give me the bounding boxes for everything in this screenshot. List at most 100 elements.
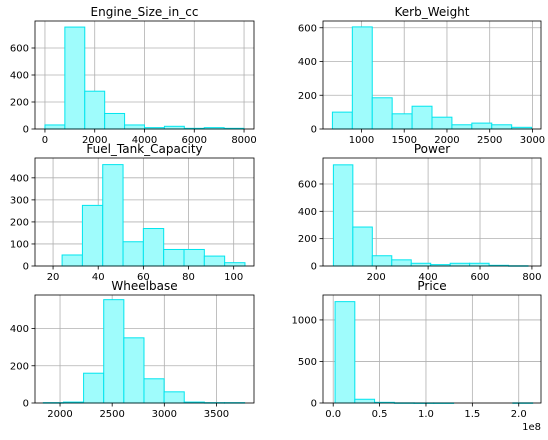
x-tick-label: 6000	[182, 135, 207, 146]
x-tick-label: 3500	[204, 409, 229, 420]
histogram-bar	[44, 124, 66, 130]
x-tick-label: 40	[92, 272, 105, 283]
panel-title: Fuel_Tank_Capacity	[86, 142, 202, 156]
histogram-bar	[124, 124, 146, 130]
histogram-bar	[84, 90, 106, 130]
histogram-bar	[371, 97, 393, 130]
histogram-bar	[410, 262, 432, 267]
histogram-bar	[491, 124, 513, 130]
histogram-bar	[471, 122, 493, 130]
panel-title: Kerb_Weight	[394, 5, 469, 19]
x-offset-label: 1e8	[522, 422, 541, 433]
histogram-bar	[203, 255, 226, 267]
y-tick-label: 0	[311, 125, 317, 136]
y-tick-label: 400	[298, 57, 317, 68]
histogram-bar	[224, 262, 246, 267]
axes-frame	[322, 294, 542, 404]
x-tick-label: 1000	[349, 135, 374, 146]
histogram-bar	[183, 248, 205, 267]
histogram-bar	[449, 262, 471, 267]
y-tick-label: 0	[311, 399, 317, 410]
histogram-panel: 200 400 600 800 0 200 400 600 Power	[298, 142, 542, 283]
histogram-bar	[61, 254, 83, 267]
x-tick-label: 1500	[391, 135, 416, 146]
histogram-bar	[351, 26, 373, 130]
y-tick-label: 0	[23, 399, 29, 410]
x-tick-label: 2000	[434, 135, 459, 146]
x-tick-label: 800	[522, 272, 541, 283]
histogram-panel: 20 40 60 80 100 0 100 200 300 400 Fuel_Tank_Capaci…	[10, 142, 255, 283]
histogram-bar	[163, 391, 185, 404]
histogram-bar	[122, 241, 144, 267]
histogram-bar	[103, 299, 125, 404]
histogram-bar	[142, 228, 165, 267]
axes-frame	[34, 294, 255, 404]
x-tick-label: 8000	[231, 135, 256, 146]
histogram-bar	[81, 204, 104, 267]
histogram-bar	[64, 26, 86, 130]
x-tick-label: 4000	[132, 135, 157, 146]
y-tick-label: 0	[23, 125, 29, 136]
histogram-bar	[334, 301, 356, 404]
histogram-bar	[451, 124, 473, 130]
histogram-bar	[431, 116, 453, 130]
y-tick-label: 400	[298, 207, 317, 218]
histogram-bar	[411, 105, 433, 130]
y-tick-label: 400	[10, 173, 29, 184]
x-tick-label: 2500	[99, 409, 124, 420]
y-tick-label: 200	[298, 234, 317, 245]
panel-title: Engine_Size_in_cc	[91, 5, 199, 19]
x-tick-label: 600	[470, 272, 489, 283]
y-tick-label: 200	[10, 361, 29, 372]
x-tick-label: 2000	[47, 409, 72, 420]
axes-frame	[34, 157, 255, 267]
y-tick-label: 600	[298, 23, 317, 34]
histogram-bar	[354, 398, 376, 404]
histogram-bar	[352, 226, 373, 267]
x-tick-label: 200	[367, 272, 386, 283]
histogram-bar	[371, 255, 393, 267]
panel-title: Wheelbase	[111, 279, 177, 293]
histogram-bar	[331, 111, 353, 130]
y-tick-label: 400	[10, 71, 29, 82]
x-tick-label: 2500	[477, 135, 502, 146]
x-tick-label: 60	[137, 272, 150, 283]
y-tick-label: 200	[298, 91, 317, 102]
y-tick-label: 600	[298, 179, 317, 190]
histogram-bar	[123, 337, 145, 404]
y-tick-label: 100	[10, 239, 29, 250]
y-tick-label: 0	[23, 262, 29, 273]
x-tick-label: 100	[224, 272, 243, 283]
histogram-bar	[104, 112, 126, 130]
x-tick-label: 0.0	[325, 409, 341, 420]
x-tick-label: 0	[42, 135, 48, 146]
axes-frame	[322, 157, 542, 267]
y-tick-label: 1000	[292, 315, 317, 326]
y-tick-label: 0	[311, 262, 317, 273]
axes-frame	[322, 20, 542, 130]
histogram-panel: 0 2000 4000 6000 8000 0 200 400 600 Engine_Size_i…	[10, 5, 257, 146]
histogram-bar	[163, 125, 185, 130]
y-tick-label: 600	[10, 44, 29, 55]
y-tick-label: 200	[10, 98, 29, 109]
y-tick-label: 400	[10, 324, 29, 335]
x-tick-label: 2.0	[511, 409, 527, 420]
panel-title: Power	[414, 142, 450, 156]
histogram-bar	[163, 248, 185, 267]
histogram-bar	[469, 262, 490, 267]
panel-title: Price	[417, 279, 446, 293]
histogram-bar	[332, 164, 354, 267]
histogram-bar	[143, 378, 165, 404]
x-tick-label: 20	[47, 272, 60, 283]
histogram-bar	[391, 259, 412, 267]
x-tick-label: 0.5	[372, 409, 388, 420]
x-tick-label: 1.5	[464, 409, 480, 420]
x-tick-label: 400	[419, 272, 438, 283]
y-tick-label: 300	[10, 195, 29, 206]
histogram-panel: 0.0 0.5 1.0 1.5 2.0 0 500 1000 Price 1e8	[292, 279, 542, 433]
y-tick-label: 500	[298, 357, 317, 368]
y-tick-label: 200	[10, 217, 29, 228]
histogram-bar	[83, 372, 105, 404]
x-tick-label: 3000	[520, 135, 545, 146]
